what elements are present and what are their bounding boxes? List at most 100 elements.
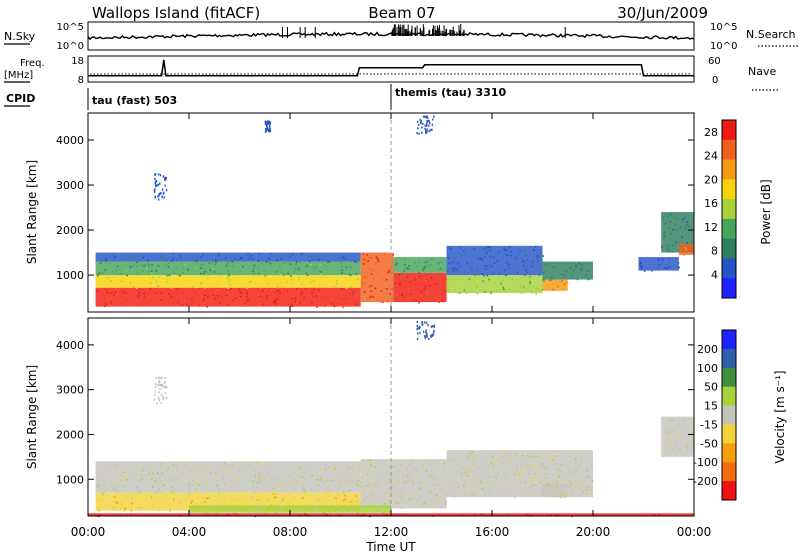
heatmap-cell xyxy=(231,463,234,466)
heatmap-cell xyxy=(389,506,391,509)
heatmap-cell xyxy=(476,283,479,286)
heatmap-cell xyxy=(416,297,418,300)
heatmap-cell xyxy=(202,486,205,489)
heatmap-cell xyxy=(171,260,173,262)
heatmap-cell xyxy=(502,461,504,464)
heatmap-cell xyxy=(306,514,309,516)
heatmap-cell xyxy=(639,264,642,267)
heatmap-cell xyxy=(164,176,166,180)
heatmap-cell xyxy=(201,281,204,283)
heatmap-cell xyxy=(291,499,293,501)
heatmap-cell xyxy=(350,500,352,503)
heatmap-cell xyxy=(483,265,486,268)
heatmap-cell xyxy=(665,439,667,441)
heatmap-cell xyxy=(299,466,301,469)
heatmap-cell xyxy=(158,399,160,402)
heatmap-cell xyxy=(162,175,164,178)
heatmap-cell xyxy=(159,476,161,478)
heatmap-cell xyxy=(410,292,412,295)
heatmap-cell xyxy=(429,472,432,475)
heatmap-cell xyxy=(241,304,244,306)
heatmap-cell xyxy=(447,257,450,259)
heatmap-cell xyxy=(251,509,254,511)
heatmap-cell xyxy=(503,248,506,251)
heatmap-cell xyxy=(333,464,336,467)
heatmap-cell xyxy=(387,271,389,274)
heatmap-cell xyxy=(300,483,302,485)
heatmap-cell xyxy=(475,286,477,289)
heatmap-cell xyxy=(321,479,323,482)
heatmap-cell xyxy=(331,506,334,508)
heatmap-cell xyxy=(337,508,339,510)
heatmap-cell xyxy=(223,502,225,505)
heatmap-cell xyxy=(158,275,161,278)
heatmap-cell xyxy=(502,463,505,466)
heatmap-cell xyxy=(276,287,279,289)
heatmap-cell xyxy=(674,223,676,226)
heatmap-cell xyxy=(163,484,165,486)
heatmap-cell xyxy=(154,490,156,493)
heatmap-cell xyxy=(570,473,572,475)
heatmap-cell xyxy=(360,476,363,478)
heatmap-cell xyxy=(265,510,267,513)
heatmap-cell xyxy=(460,247,462,249)
heatmap-cell xyxy=(274,291,277,294)
heatmap-cell xyxy=(537,459,539,462)
heatmap-cell xyxy=(671,250,674,253)
heatmap-cell xyxy=(534,473,537,475)
heatmap-cell xyxy=(131,478,133,480)
heatmap-cell xyxy=(350,305,352,307)
heatmap-cell xyxy=(575,481,578,483)
heatmap-cell xyxy=(488,278,490,281)
heatmap-cell xyxy=(324,464,326,466)
heatmap-cell xyxy=(557,469,559,471)
heatmap-cell xyxy=(395,492,397,495)
heatmap-cell xyxy=(402,272,405,274)
heatmap-cell xyxy=(370,483,372,485)
heatmap-cell xyxy=(367,459,369,462)
heatmap-cell xyxy=(393,465,395,468)
heatmap-cell xyxy=(391,485,394,488)
heatmap-cell xyxy=(305,272,308,274)
heatmap-cell xyxy=(336,283,338,285)
heatmap-cell xyxy=(416,324,418,327)
heatmap-cell xyxy=(568,274,571,276)
heatmap-cell xyxy=(493,483,496,486)
time-tick-label: 00:00 xyxy=(71,525,106,539)
heatmap-cell xyxy=(547,468,550,471)
heatmap-cell xyxy=(418,301,420,304)
heatmap-cell xyxy=(268,120,270,123)
heatmap-cell xyxy=(436,299,438,301)
heatmap-cell xyxy=(575,471,578,473)
heatmap-cell xyxy=(142,256,145,259)
heatmap-cell xyxy=(98,486,101,489)
heatmap-cell xyxy=(275,493,277,496)
heatmap-cell xyxy=(520,472,522,475)
heatmap-cell xyxy=(294,487,297,489)
heatmap-cell xyxy=(465,474,468,477)
heatmap-cell xyxy=(382,509,384,512)
heatmap-cell xyxy=(116,501,118,503)
heatmap-cell xyxy=(258,471,260,473)
heatmap-cell xyxy=(566,476,569,478)
heatmap-cell xyxy=(219,302,221,305)
heatmap-cell xyxy=(448,262,451,265)
heatmap-cell xyxy=(417,332,419,335)
heatmap-cell xyxy=(678,448,681,451)
heatmap-cell xyxy=(355,261,358,263)
heatmap-cell xyxy=(251,497,253,500)
heatmap-cell xyxy=(423,115,425,118)
heatmap-cell xyxy=(155,462,158,465)
nsky-tick-top: 10^5 xyxy=(57,22,84,33)
heatmap-cell xyxy=(587,476,589,478)
heatmap-cell xyxy=(257,287,260,290)
heatmap-cell xyxy=(227,304,230,306)
heatmap-cell xyxy=(675,442,678,445)
heatmap-cell xyxy=(391,476,393,478)
heatmap-cell xyxy=(570,266,572,269)
heatmap-cell xyxy=(516,469,518,472)
heatmap-cell xyxy=(266,279,268,282)
heatmap-cell xyxy=(180,280,182,282)
heatmap-cell xyxy=(542,493,545,496)
